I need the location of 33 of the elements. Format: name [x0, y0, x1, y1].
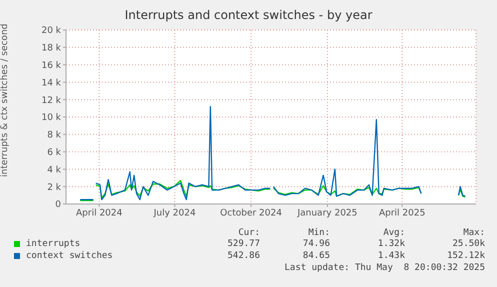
y-tick-label: 6 k [47, 148, 62, 158]
text: Min: [308, 228, 330, 238]
y-tick-label: 0 [55, 200, 62, 210]
x-tick-label: April 2025 [378, 208, 426, 218]
text: 152.12k [447, 251, 485, 261]
y-tick-label: 8 k [47, 130, 62, 141]
chart-title: Interrupts and context switches - by year [124, 8, 374, 22]
text: 74.96 [302, 239, 330, 249]
y-tick-label: 12 k [41, 96, 62, 106]
y-tick-label: 16 k [41, 60, 62, 71]
y-axis-title: interrupts & ctx switches / second [0, 24, 10, 177]
text: Cur: [238, 228, 260, 238]
x-tick-label: April 2024 [76, 208, 123, 218]
text: 1.43k [378, 251, 405, 261]
text: 25.50k [452, 239, 485, 249]
text: 542.86 [227, 251, 260, 261]
y-tick-label: 10 k [41, 113, 62, 124]
text: Avg: [383, 228, 405, 238]
y-tick-label: 2 k [47, 182, 62, 193]
x-tick-label: January 2025 [296, 208, 358, 218]
y-tick-label: 20 k [41, 26, 62, 36]
y-tick-label: 14 k [41, 78, 62, 88]
y-tick-label: 4 k [47, 165, 62, 176]
legend-label: context switches [26, 251, 113, 261]
text: 1.32k [378, 239, 405, 249]
x-tick-label: July 2024 [152, 208, 196, 218]
text: 529.77 [227, 239, 260, 249]
text: Max: [463, 228, 485, 238]
legend-label: interrupts [26, 239, 80, 249]
text: Last update: Thu May 8 20:00:32 2025 [284, 263, 485, 273]
text: 84.65 [302, 251, 330, 261]
x-tick-label: October 2024 [220, 208, 282, 218]
y-tick-label: 18 k [41, 44, 62, 54]
